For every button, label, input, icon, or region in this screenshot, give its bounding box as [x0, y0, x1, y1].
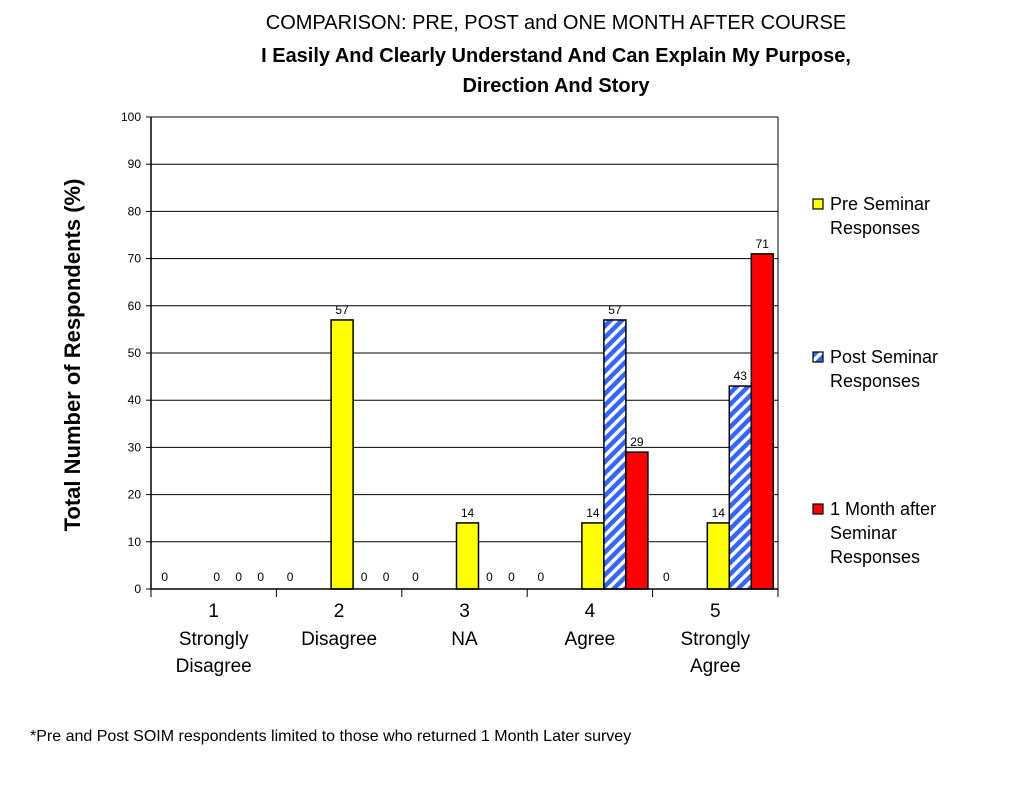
data-label: 0 [213, 570, 220, 584]
data-label: 0 [235, 570, 242, 584]
x-tick-label: Disagree [176, 656, 252, 677]
legend-swatch [812, 198, 824, 210]
zero-marker: 0 [663, 570, 670, 584]
bar [330, 319, 354, 590]
zero-marker: 0 [412, 570, 419, 584]
y-tick-label: 90 [128, 157, 142, 171]
y-tick-label: 100 [121, 110, 141, 124]
data-label: 0 [486, 570, 493, 584]
footnote: *Pre and Post SOIM respondents limited t… [30, 728, 631, 745]
legend-label: Responses [830, 218, 920, 238]
data-label: 43 [734, 369, 748, 383]
y-tick-label: 20 [128, 488, 142, 502]
bar [581, 522, 605, 590]
data-label: 14 [461, 506, 475, 520]
zero-marker: 0 [287, 570, 294, 584]
chart-subtitle-line-1: I Easily And Clearly Understand And Can … [261, 45, 851, 67]
data-label: 71 [756, 237, 770, 251]
x-tick-number: 2 [334, 601, 345, 622]
bar [706, 522, 731, 590]
bar [750, 253, 775, 590]
y-tick-label: 10 [128, 535, 142, 549]
legend-label: Seminar [830, 523, 897, 543]
zero-marker: 0 [161, 570, 168, 584]
chart-title: COMPARISON: PRE, POST and ONE MONTH AFTE… [266, 12, 846, 34]
x-tick-label: Disagree [301, 629, 377, 650]
y-tick-label: 0 [134, 582, 141, 596]
x-tick-number: 5 [710, 601, 721, 622]
x-tick-number: 4 [585, 601, 596, 622]
bar [603, 319, 627, 590]
bar [625, 451, 649, 590]
x-tick-label: Agree [565, 629, 616, 650]
x-tick-label: Agree [690, 656, 741, 677]
data-label: 29 [630, 435, 644, 449]
x-tick-label: NA [451, 629, 478, 650]
legend-swatch [812, 503, 824, 515]
data-label: 0 [508, 570, 515, 584]
y-tick-label: 70 [128, 252, 142, 266]
y-tick-label: 40 [128, 393, 142, 407]
y-tick-label: 50 [128, 346, 142, 360]
x-tick-label: Strongly [179, 629, 249, 650]
data-label: 57 [335, 303, 349, 317]
data-label: 0 [257, 570, 264, 584]
data-label: 14 [586, 506, 600, 520]
y-tick-label: 30 [128, 440, 142, 454]
x-tick-number: 3 [459, 601, 470, 622]
x-tick-label: Strongly [680, 629, 750, 650]
x-tick-number: 1 [208, 601, 219, 622]
legend-swatch [812, 351, 824, 363]
legend: Pre Seminar Responses Post Seminar Response… [812, 194, 938, 567]
data-label: 14 [712, 506, 726, 520]
bar [728, 385, 753, 590]
y-axis-label: Total Number of Respondents (%) [60, 179, 85, 532]
y-tick-label: 80 [128, 204, 142, 218]
legend-label: Responses [830, 547, 920, 567]
bar [455, 522, 480, 590]
y-tick-label: 60 [128, 299, 142, 313]
data-label: 0 [361, 570, 368, 584]
data-label: 0 [383, 570, 390, 584]
chart-subtitle-line-2: Direction And Story [462, 75, 650, 97]
zero-marker: 0 [538, 570, 545, 584]
legend-label: Post Seminar [830, 347, 938, 367]
legend-label: 1 Month after [830, 499, 936, 519]
legend-label: Pre Seminar [830, 194, 930, 214]
data-label: 57 [608, 303, 622, 317]
legend-label: Responses [830, 371, 920, 391]
